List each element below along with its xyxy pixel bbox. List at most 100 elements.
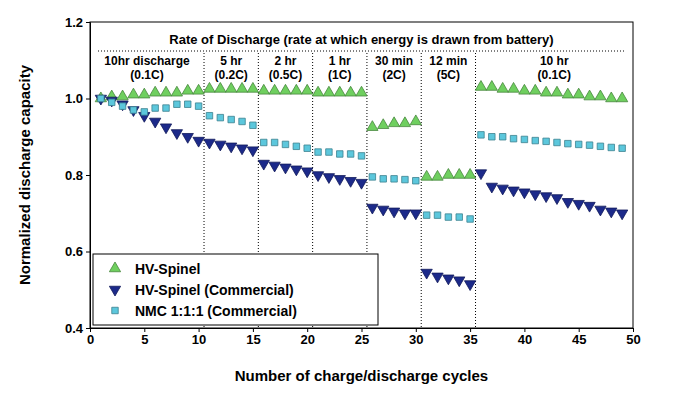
- point: [315, 149, 321, 155]
- point: [530, 191, 541, 201]
- point: [206, 112, 212, 118]
- point: [540, 86, 551, 96]
- point: [182, 84, 193, 94]
- tick: 0.4: [65, 321, 90, 336]
- tick-label: 5: [141, 332, 148, 347]
- point: [467, 216, 473, 222]
- tick-label: 25: [355, 332, 369, 347]
- point: [595, 206, 606, 216]
- tick-label: 0: [87, 332, 94, 347]
- point: [489, 134, 495, 140]
- point: [378, 119, 389, 129]
- point: [508, 82, 519, 92]
- point: [380, 176, 386, 182]
- point: [269, 162, 280, 172]
- phase-label: 30 min: [375, 54, 413, 68]
- point: [160, 124, 171, 134]
- point: [475, 81, 486, 91]
- phase-divider: [421, 53, 422, 328]
- point: [510, 135, 516, 141]
- point: [562, 199, 573, 209]
- point: [250, 122, 256, 128]
- point: [617, 92, 628, 102]
- point: [291, 84, 302, 94]
- point: [432, 273, 443, 283]
- point: [597, 143, 603, 149]
- point: [413, 177, 419, 183]
- legend-box: [93, 254, 378, 325]
- point: [280, 84, 291, 94]
- point: [171, 86, 182, 96]
- phase-rate: (1C): [328, 68, 351, 82]
- point: [215, 82, 226, 92]
- point: [519, 189, 530, 199]
- point: [236, 82, 247, 92]
- point: [108, 99, 114, 105]
- phase-label: 12 min: [429, 54, 467, 68]
- point: [530, 84, 541, 94]
- tick: 1.2: [65, 15, 90, 30]
- tick: 40: [518, 328, 532, 347]
- point: [193, 137, 204, 147]
- point: [367, 121, 378, 131]
- tick-label: 0.6: [65, 244, 83, 259]
- point: [497, 185, 508, 195]
- phase-divider: [475, 53, 476, 328]
- series: [98, 95, 626, 222]
- y-axis-title: Normalized discharge capacity: [16, 64, 33, 285]
- point: [367, 204, 378, 214]
- point: [508, 187, 519, 197]
- point: [443, 275, 454, 285]
- point: [540, 193, 551, 203]
- point: [573, 88, 584, 98]
- point: [150, 118, 161, 128]
- phase-label: 5 hr: [220, 54, 242, 68]
- point: [565, 140, 571, 146]
- point: [421, 170, 432, 180]
- point: [399, 117, 410, 127]
- plot-frame: [90, 22, 633, 328]
- tick-label: 15: [246, 332, 260, 347]
- point: [312, 172, 323, 182]
- point: [128, 107, 139, 117]
- tick: 50: [626, 328, 640, 347]
- point: [445, 214, 451, 220]
- point: [391, 176, 397, 182]
- legend-symbol: [112, 307, 118, 313]
- point: [551, 195, 562, 205]
- tick-label: 1.2: [65, 15, 83, 30]
- point: [434, 212, 440, 218]
- tick-label: 35: [463, 332, 477, 347]
- tick: 35: [463, 328, 477, 347]
- point: [150, 86, 161, 96]
- point: [106, 97, 117, 107]
- point: [247, 82, 258, 92]
- point: [226, 82, 237, 92]
- point: [160, 86, 171, 96]
- point: [291, 166, 302, 176]
- legend-label: HV-Spinel (Commercial): [135, 282, 294, 298]
- point: [128, 88, 139, 98]
- point: [226, 143, 237, 153]
- tick: 25: [355, 328, 369, 347]
- point: [521, 136, 527, 142]
- point: [280, 164, 291, 174]
- tick-label: 0.8: [65, 168, 83, 183]
- point: [410, 115, 421, 125]
- point: [95, 95, 106, 105]
- point: [356, 179, 367, 189]
- phase-rate: (0.5C): [269, 68, 302, 82]
- point: [323, 86, 334, 96]
- point: [421, 269, 432, 279]
- point: [98, 95, 104, 101]
- x-axis: 05101520253035404550: [87, 328, 641, 347]
- tick: 20: [300, 328, 314, 347]
- point: [584, 90, 595, 100]
- point: [356, 86, 367, 96]
- point: [204, 139, 215, 149]
- point: [423, 212, 429, 218]
- header-rule: [98, 51, 625, 52]
- point: [606, 208, 617, 218]
- series: [95, 81, 628, 181]
- point: [271, 139, 277, 145]
